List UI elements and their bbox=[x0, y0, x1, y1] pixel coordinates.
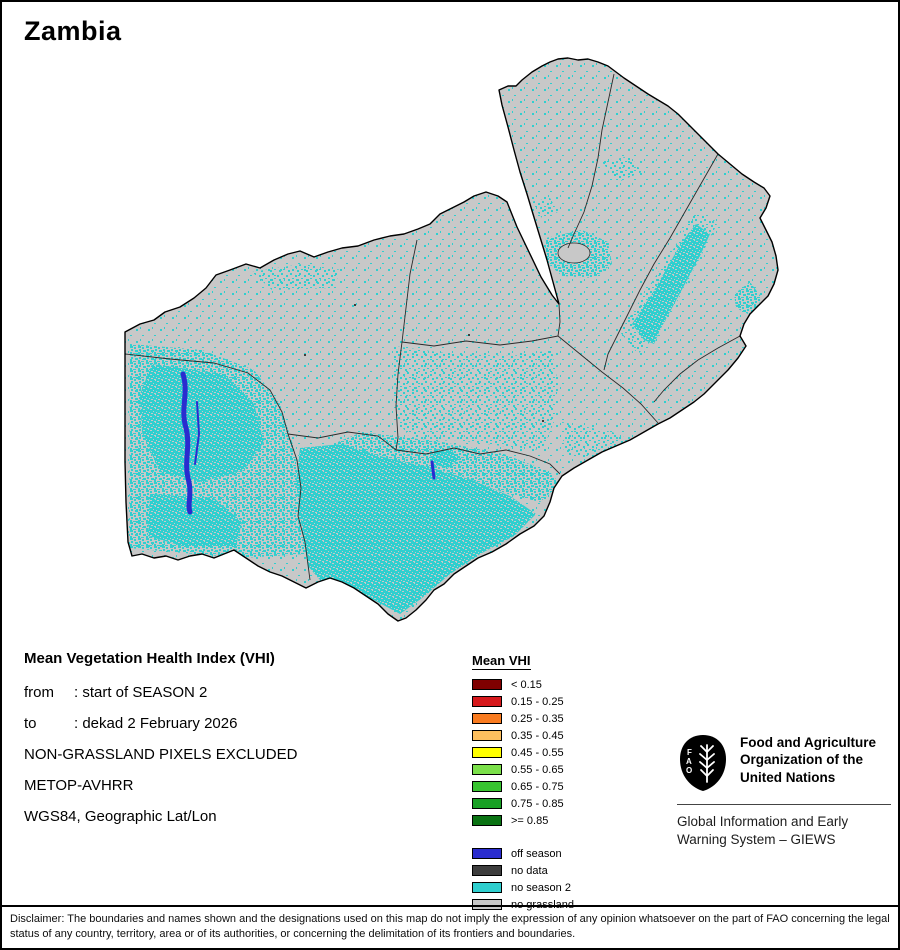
legend-swatch bbox=[472, 713, 502, 724]
legend-swatch bbox=[472, 696, 502, 707]
info-line: NON-GRASSLAND PIXELS EXCLUDED bbox=[24, 746, 298, 763]
legend-label: >= 0.85 bbox=[511, 814, 549, 827]
province-boundaries bbox=[124, 73, 741, 581]
legend-row: >= 0.85 bbox=[472, 813, 574, 828]
legend-label: 0.35 - 0.45 bbox=[511, 729, 564, 742]
info-row-to: to : dekad 2 February 2026 bbox=[24, 715, 297, 732]
footer-divider bbox=[2, 905, 898, 907]
country-outline bbox=[124, 57, 779, 622]
legend-label: 0.15 - 0.25 bbox=[511, 695, 564, 708]
legend-label: 0.55 - 0.65 bbox=[511, 763, 564, 776]
legend-label: no grassland bbox=[511, 898, 574, 911]
legend-row: 0.25 - 0.35 bbox=[472, 711, 574, 726]
off-season-streak bbox=[180, 371, 193, 515]
legend-label: no season 2 bbox=[511, 881, 571, 894]
info-label: to bbox=[24, 715, 37, 732]
legend-swatch bbox=[472, 798, 502, 809]
legend-swatch bbox=[472, 882, 502, 893]
legend-row: off season bbox=[472, 846, 574, 861]
info-line: WGS84, Geographic Lat/Lon bbox=[24, 808, 217, 825]
legend-label: < 0.15 bbox=[511, 678, 542, 691]
giews-divider bbox=[677, 804, 891, 805]
legend-swatch bbox=[472, 848, 502, 859]
fao-letters: F A O bbox=[686, 748, 692, 775]
info-label: from bbox=[24, 684, 54, 701]
legend-label: 0.45 - 0.55 bbox=[511, 746, 564, 759]
legend-classes: < 0.15 0.15 - 0.25 0.25 - 0.35 0.35 - 0.45 0… bbox=[472, 677, 574, 828]
legend-swatch bbox=[472, 781, 502, 792]
info-value: : start of SEASON 2 bbox=[74, 684, 208, 701]
legend: Mean VHI < 0.15 0.15 - 0.25 0.25 - 0.35 0.3… bbox=[472, 652, 574, 914]
legend-row: < 0.15 bbox=[472, 677, 574, 692]
zambia-map bbox=[124, 57, 779, 622]
legend-extra: off season no data no season 2 no grassland bbox=[472, 846, 574, 912]
legend-swatch bbox=[472, 899, 502, 910]
legend-swatch bbox=[472, 679, 502, 690]
legend-label: 0.75 - 0.85 bbox=[511, 797, 564, 810]
svg-text:F: F bbox=[687, 748, 692, 757]
svg-text:O: O bbox=[686, 766, 692, 775]
legend-swatch bbox=[472, 764, 502, 775]
off-season-streak bbox=[491, 100, 499, 154]
lake-bangweulu bbox=[557, 242, 591, 264]
info-heading: Mean Vegetation Health Index (VHI) bbox=[24, 650, 275, 667]
legend-row: no grassland bbox=[472, 897, 574, 912]
fao-block: F A O Food and Agriculture Organization … bbox=[677, 734, 891, 848]
vegetation-raster bbox=[125, 58, 778, 621]
map-info-block: Mean Vegetation Health Index (VHI) from:… bbox=[24, 650, 297, 839]
legend-title: Mean VHI bbox=[472, 653, 531, 670]
legend-row: no season 2 bbox=[472, 880, 574, 895]
legend-row: 0.65 - 0.75 bbox=[472, 779, 574, 794]
legend-row: 0.35 - 0.45 bbox=[472, 728, 574, 743]
wheat-ear-icon bbox=[699, 744, 715, 783]
legend-row: 0.55 - 0.65 bbox=[472, 762, 574, 777]
fao-logo: F A O bbox=[680, 735, 726, 791]
legend-swatch bbox=[472, 730, 502, 741]
info-line: METOP-AVHRR bbox=[24, 777, 134, 794]
legend-label: 0.25 - 0.35 bbox=[511, 712, 564, 725]
legend-swatch bbox=[472, 747, 502, 758]
legend-row: 0.45 - 0.55 bbox=[472, 745, 574, 760]
legend-label: no data bbox=[511, 864, 548, 877]
legend-row: 0.15 - 0.25 bbox=[472, 694, 574, 709]
fao-org-name: Food and Agriculture Organization of the… bbox=[740, 735, 876, 785]
legend-label: off season bbox=[511, 847, 562, 860]
page-title: Zambia bbox=[24, 16, 122, 46]
legend-swatch bbox=[472, 815, 502, 826]
legend-swatch bbox=[472, 865, 502, 876]
legend-label: 0.65 - 0.75 bbox=[511, 780, 564, 793]
legend-row: no data bbox=[472, 863, 574, 878]
legend-row: 0.75 - 0.85 bbox=[472, 796, 574, 811]
giews-label: Global Information and Early Warning Sys… bbox=[677, 814, 849, 847]
svg-text:A: A bbox=[686, 757, 692, 766]
disclaimer-text: Disclaimer: The boundaries and names sho… bbox=[10, 913, 890, 940]
info-value: : dekad 2 February 2026 bbox=[74, 715, 238, 732]
info-row-from: from : start of SEASON 2 bbox=[24, 684, 297, 701]
country-shape bbox=[124, 57, 779, 622]
